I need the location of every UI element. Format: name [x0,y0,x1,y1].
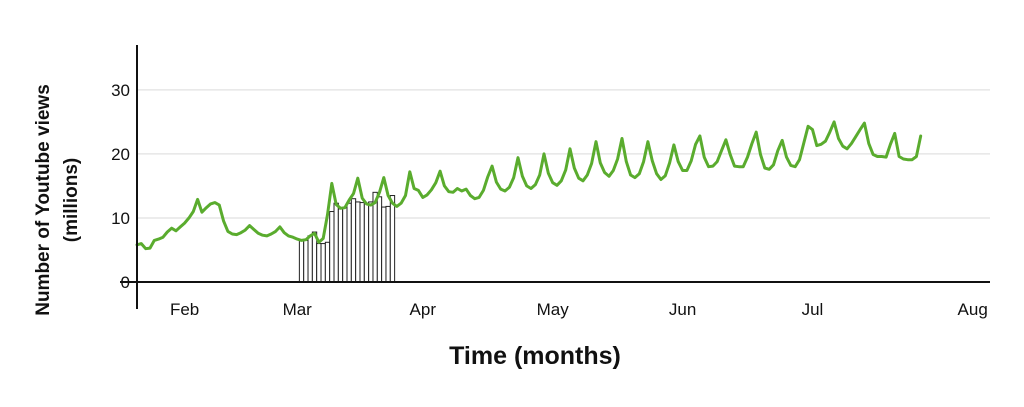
bar [303,239,309,283]
y-tick-label: 10 [111,209,130,228]
x-tick-labels: Feb Mar Apr May Jun Jul Aug [170,300,988,319]
x-tick-label: May [537,300,570,319]
bar [346,202,352,283]
x-tick-label: Mar [283,300,313,319]
bar [333,202,339,283]
grid-lines [137,89,990,219]
bar [329,211,335,283]
views-line [135,120,923,251]
y-tick-label: 20 [111,145,130,164]
bar [342,207,348,283]
bar [376,196,383,283]
x-tick-label: Apr [410,300,437,319]
x-tick-label: Feb [170,300,199,319]
bar [298,239,305,283]
bar [385,205,391,283]
x-axis-label: Time (months) [449,342,621,370]
bar [350,198,357,283]
bar [363,202,370,283]
bar [320,243,326,283]
x-tick-label: Aug [958,300,988,319]
x-tick-label: Jun [669,300,696,319]
y-axis-label-units: (millions) [61,158,82,242]
bar [359,202,365,283]
bar [372,191,378,283]
bar [324,241,331,283]
bar [355,201,361,283]
bar [381,206,387,283]
x-tick-label: Jul [802,300,824,319]
y-tick-labels: 0 10 20 30 [111,81,130,292]
y-tick-label: 30 [111,81,130,100]
y-tick-label: 0 [121,273,130,292]
bar [337,208,344,283]
bar [368,201,374,283]
bar [389,195,396,283]
y-axis-label: Number of Youtube views [33,84,54,316]
bar [316,243,322,283]
bar [307,235,313,283]
